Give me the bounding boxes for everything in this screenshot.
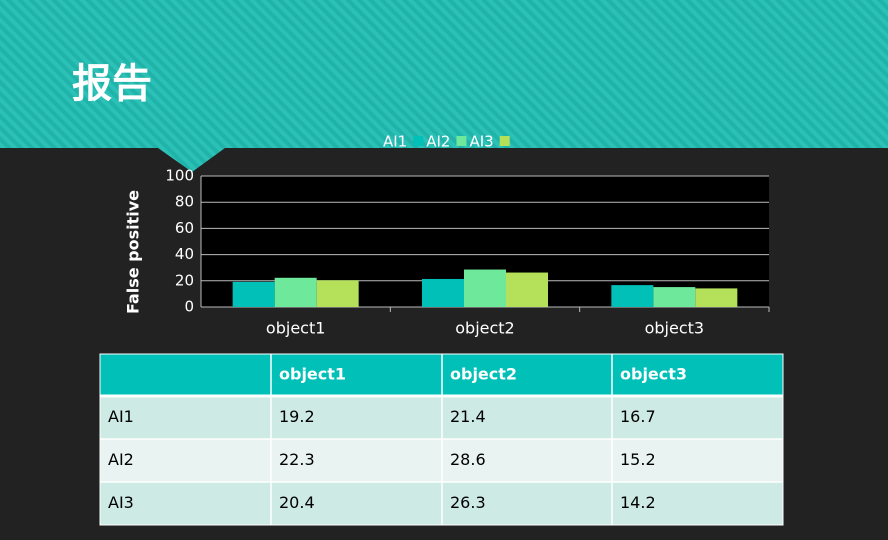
row-header: AI3 — [108, 493, 134, 512]
table-cell: 20.4 — [279, 493, 315, 512]
row-header: AI1 — [108, 407, 134, 426]
bar — [464, 269, 506, 307]
y-axis-label: False positive — [124, 190, 143, 314]
row-header: AI2 — [108, 450, 134, 469]
x-tick-label: object1 — [266, 319, 325, 338]
table-cell: 16.7 — [620, 407, 656, 426]
table-cell: 28.6 — [450, 450, 486, 469]
bar — [506, 272, 548, 307]
legend-label: AI3 — [469, 133, 493, 151]
column-header: object2 — [450, 365, 517, 384]
bar — [316, 280, 359, 307]
bar — [611, 285, 654, 307]
bar — [695, 288, 738, 307]
table-border — [99, 353, 784, 526]
bar — [274, 277, 317, 307]
header-band — [0, 0, 888, 172]
y-tick-label: 40 — [175, 245, 194, 263]
legend-swatch — [413, 136, 424, 146]
table-cell: 22.3 — [279, 450, 315, 469]
legend-swatch — [499, 136, 510, 146]
table-cell: 26.3 — [450, 493, 486, 512]
column-header: object3 — [620, 365, 687, 384]
y-tick-label: 0 — [184, 298, 194, 316]
table-cell: 14.2 — [620, 493, 656, 512]
table-cell: 19.2 — [279, 407, 315, 426]
table-cell: 21.4 — [450, 407, 486, 426]
bar — [653, 287, 696, 307]
bar — [232, 281, 275, 307]
y-tick-label: 80 — [175, 193, 194, 211]
y-tick-label: 100 — [165, 167, 194, 185]
legend-label: AI1 — [383, 133, 407, 151]
bar — [422, 278, 464, 307]
y-tick-label: 20 — [175, 271, 194, 289]
column-header: object1 — [279, 365, 346, 384]
slide-title: 报告 — [72, 61, 152, 107]
x-tick-label: object3 — [645, 319, 704, 338]
legend-swatch — [456, 136, 467, 146]
y-tick-label: 60 — [175, 219, 194, 237]
x-tick-label: object2 — [455, 319, 514, 338]
table-cell: 15.2 — [620, 450, 656, 469]
legend-label: AI2 — [426, 133, 450, 151]
